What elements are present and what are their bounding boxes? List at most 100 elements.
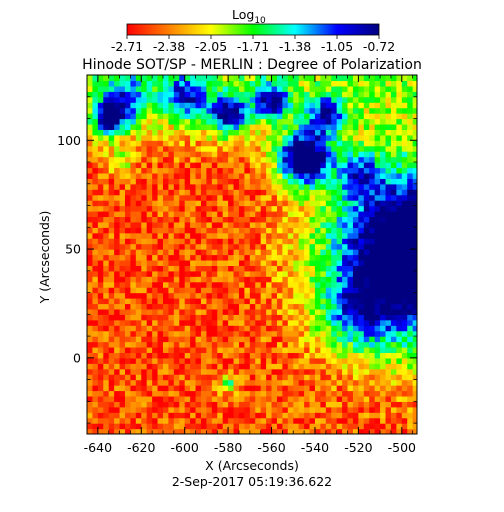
heatmap-cell xyxy=(271,330,278,337)
heatmap-cell xyxy=(293,357,300,364)
heatmap-cell xyxy=(200,357,208,364)
heatmap-cell xyxy=(162,330,170,337)
heatmap-cell xyxy=(141,401,148,408)
heatmap-cell xyxy=(124,298,132,305)
heatmap-cell xyxy=(412,352,417,359)
heatmap-cell xyxy=(260,390,267,397)
heatmap-cell xyxy=(108,172,115,179)
heatmap-cell xyxy=(314,249,321,256)
heatmap-cell xyxy=(298,423,305,430)
heatmap-cell xyxy=(271,259,278,266)
heatmap-cell xyxy=(103,417,110,424)
heatmap-cell xyxy=(385,395,392,402)
heatmap-cell xyxy=(190,129,197,136)
heatmap-cell xyxy=(412,412,417,419)
heatmap-cell xyxy=(173,107,180,114)
heatmap-cell xyxy=(266,417,273,424)
heatmap-cell xyxy=(130,189,137,196)
heatmap-cell xyxy=(304,330,311,337)
heatmap-cell xyxy=(266,210,273,218)
heatmap-cell xyxy=(401,292,408,299)
heatmap-cell xyxy=(168,379,175,386)
heatmap-cell xyxy=(168,276,175,283)
heatmap-cell xyxy=(108,259,115,266)
heatmap-cell xyxy=(314,129,321,136)
heatmap-cell xyxy=(190,107,197,114)
heatmap-cell xyxy=(124,406,132,413)
heatmap-cell xyxy=(342,270,349,277)
heatmap-cell xyxy=(157,287,164,294)
heatmap-cell xyxy=(282,412,289,419)
heatmap-cell xyxy=(374,325,381,332)
heatmap-cell xyxy=(352,336,359,343)
heatmap-cell xyxy=(92,308,99,315)
heatmap-cell xyxy=(407,336,414,343)
heatmap-cell xyxy=(157,385,164,392)
heatmap-cell xyxy=(342,123,349,130)
heatmap-cell xyxy=(157,390,164,397)
heatmap-cell xyxy=(314,145,321,152)
heatmap-cell xyxy=(380,194,387,201)
heatmap-cell xyxy=(103,205,110,212)
heatmap-cell xyxy=(206,189,213,196)
heatmap-cell xyxy=(380,178,387,185)
heatmap-cell xyxy=(390,91,397,98)
heatmap-cell xyxy=(380,118,387,125)
heatmap-cell xyxy=(114,145,121,152)
heatmap-cell xyxy=(347,205,354,212)
heatmap-cell xyxy=(124,276,132,283)
heatmap-cell xyxy=(119,270,126,277)
heatmap-cell xyxy=(325,368,332,375)
heatmap-cell xyxy=(222,249,229,256)
heatmap-cell xyxy=(260,357,267,364)
heatmap-cell xyxy=(347,292,354,299)
heatmap-cell xyxy=(108,205,115,212)
heatmap-cell xyxy=(157,330,164,337)
heatmap-cell xyxy=(162,221,170,228)
heatmap-cell xyxy=(103,178,110,185)
heatmap-cell xyxy=(152,341,159,348)
heatmap-cell xyxy=(320,395,327,402)
heatmap-cell xyxy=(260,368,267,375)
heatmap-cell xyxy=(130,118,137,125)
heatmap-cell xyxy=(309,259,316,266)
heatmap-cell xyxy=(103,200,110,207)
heatmap-cell xyxy=(331,134,338,141)
heatmap-cell xyxy=(342,423,349,430)
heatmap-cell xyxy=(195,385,202,392)
heatmap-cell xyxy=(342,303,349,310)
heatmap-cell xyxy=(124,107,132,114)
heatmap-cell xyxy=(141,368,148,375)
heatmap-cell xyxy=(249,249,256,256)
heatmap-cell xyxy=(298,102,305,109)
heatmap-cell xyxy=(244,259,251,266)
heatmap-cell xyxy=(222,183,229,190)
heatmap-cell xyxy=(228,385,235,392)
heatmap-cell xyxy=(190,123,197,130)
heatmap-cell xyxy=(108,249,115,256)
heatmap-cell xyxy=(92,363,99,370)
heatmap-cell xyxy=(401,363,408,370)
heatmap-cell xyxy=(407,346,414,354)
heatmap-cell xyxy=(228,118,235,125)
heatmap-cell xyxy=(173,194,180,201)
heatmap-cell xyxy=(238,330,245,337)
heatmap-cell xyxy=(266,129,273,136)
heatmap-cell xyxy=(325,221,332,228)
heatmap-cell xyxy=(255,341,262,348)
heatmap-cell xyxy=(314,96,321,103)
heatmap-cell xyxy=(244,96,251,103)
heatmap-cell xyxy=(222,189,229,196)
heatmap-cell xyxy=(211,303,218,310)
heatmap-cell xyxy=(374,330,381,337)
heatmap-cell xyxy=(162,423,170,430)
heatmap-cell xyxy=(309,129,316,136)
heatmap-cell xyxy=(168,243,175,250)
heatmap-cell xyxy=(374,107,381,114)
heatmap-cell xyxy=(304,357,311,364)
heatmap-cell xyxy=(108,265,115,272)
heatmap-cell xyxy=(146,113,153,120)
heatmap-cell xyxy=(276,292,283,299)
heatmap-cell xyxy=(320,194,327,201)
heatmap-cell xyxy=(407,368,414,375)
